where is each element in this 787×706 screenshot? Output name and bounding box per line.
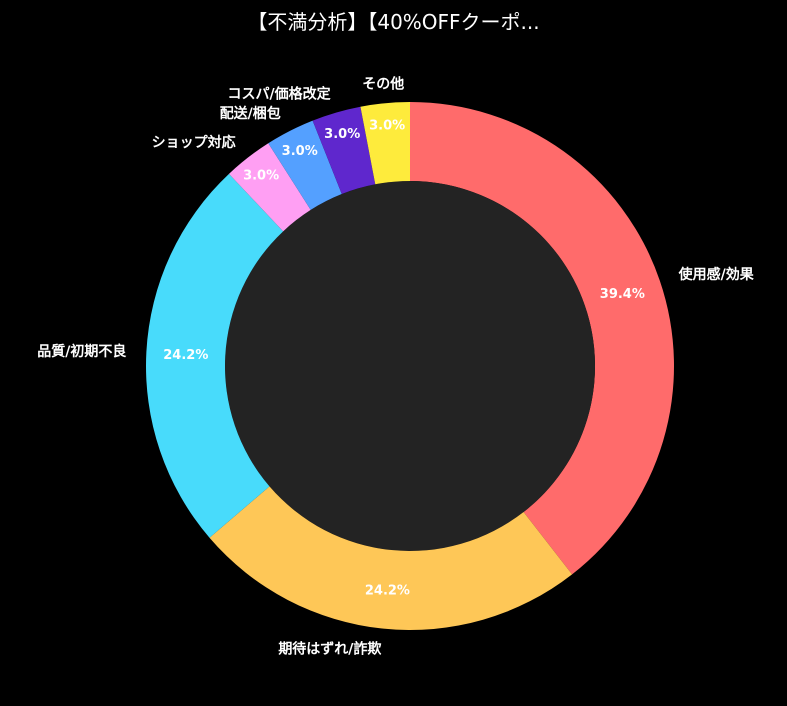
- slice-category-label: 期待はずれ/詐欺: [278, 641, 381, 658]
- slice-pct-label: 24.2%: [365, 583, 410, 598]
- donut-slice-6: [360, 102, 410, 185]
- donut-slice-1: [209, 486, 573, 631]
- slice-category-label: ショップ対応: [152, 134, 236, 151]
- slice-category-label: 使用感/効果: [678, 266, 755, 283]
- slice-pct-label: 3.0%: [243, 169, 279, 184]
- slice-category-label: 品質/初期不良: [37, 343, 126, 360]
- slice-pct-label: 3.0%: [324, 127, 360, 142]
- donut-hole: [225, 181, 595, 551]
- slice-pct-label: 3.0%: [282, 144, 318, 159]
- donut-slice-4: [268, 120, 342, 210]
- donut-slice-0: [410, 102, 675, 575]
- slice-category-label: その他: [362, 75, 404, 92]
- donut-slice-5: [312, 106, 376, 195]
- donut-slice-2: [145, 173, 284, 538]
- slice-pct-label: 39.4%: [600, 287, 645, 302]
- slice-category-label: コスパ/価格改定: [227, 85, 330, 102]
- chart-title: 【不満分析】【40%OFFクーポ...: [247, 10, 540, 34]
- slice-category-label: 配送/梱包: [220, 105, 281, 122]
- donut-slice-3: [228, 143, 311, 232]
- slice-pct-label: 24.2%: [163, 348, 208, 363]
- slice-pct-label: 3.0%: [369, 119, 405, 134]
